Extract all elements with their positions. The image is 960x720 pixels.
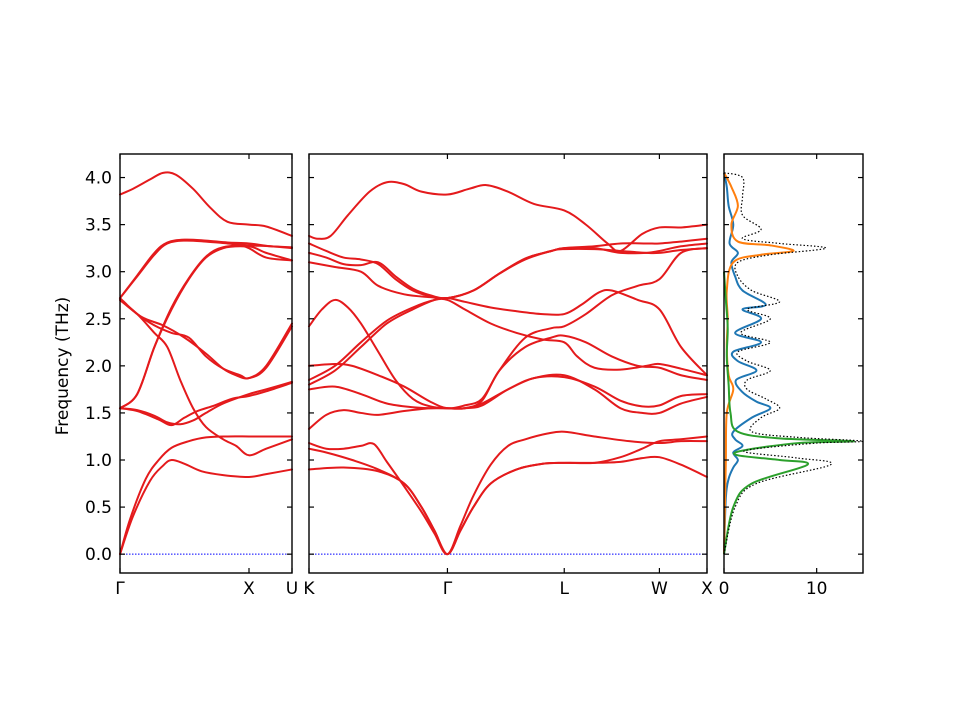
x-tick-label: K: [303, 579, 315, 599]
panel-frame: [119, 153, 293, 574]
phonon-branch: [308, 298, 708, 410]
phonon-branch: [119, 245, 293, 410]
phonon-branch: [119, 298, 293, 380]
dos-partial-curve: [723, 172, 772, 555]
phonon-branch: [308, 288, 708, 386]
x-tick-label: 0: [719, 579, 730, 599]
phonon-branch: [119, 297, 293, 380]
x-tick-label: Γ: [115, 579, 125, 599]
dos-panel: 0 10: [719, 153, 864, 599]
panel-frame: [723, 153, 864, 574]
phonon-branch: [308, 375, 708, 410]
y-tick-label: 0.0: [85, 545, 112, 565]
x-tick-label: W: [651, 579, 668, 599]
dos-partial-curve: [723, 271, 855, 555]
y-tick-label: 3.0: [85, 263, 112, 283]
phonon-branch: [119, 171, 293, 237]
phonon-branch: [308, 247, 708, 410]
phonon-branch: [119, 244, 293, 410]
phonon-branch: [119, 381, 293, 427]
phonon-branch: [119, 435, 293, 556]
y-tick-label: 3.5: [85, 216, 112, 236]
dos-partial-curve: [723, 172, 795, 555]
x-tick-label: X: [243, 579, 255, 599]
y-tick-label: 1.5: [85, 404, 112, 424]
phonon-branch: [308, 180, 708, 253]
phonon-branch: [119, 239, 293, 300]
x-tick-label: U: [286, 579, 298, 599]
y-tick-label: 2.5: [85, 310, 112, 330]
y-axis-title: Frequency (THz): [53, 297, 73, 436]
x-tick-label: X: [701, 579, 713, 599]
y-tick-label: 4.0: [85, 169, 112, 189]
phonon-branch: [119, 238, 293, 300]
y-tick-label: 0.5: [85, 498, 112, 518]
y-tick-labels: 0.0 0.5 1.0 1.5 2.0 2.5 3.0 3.5 4.0: [85, 169, 112, 566]
phonon-branch: [308, 430, 708, 556]
phonon-branch: [119, 298, 293, 457]
phonon-branch: [119, 380, 293, 426]
phonon-branch: [308, 237, 708, 300]
y-tick-label: 2.0: [85, 357, 112, 377]
phonon-branch: [308, 435, 708, 556]
x-tick-label: L: [559, 579, 569, 599]
y-tick-label: 1.0: [85, 451, 112, 471]
phonon-branch: [308, 247, 708, 300]
phonon-branch: [308, 297, 708, 381]
phonon-branch: [308, 242, 708, 300]
phonon-branch: [119, 459, 293, 556]
panel-frame: [308, 153, 708, 574]
phonon-branch: [308, 373, 708, 430]
x-tick-label: Γ: [443, 579, 453, 599]
x-tick-label: 10: [806, 579, 828, 599]
phonon-branch: [308, 455, 708, 556]
